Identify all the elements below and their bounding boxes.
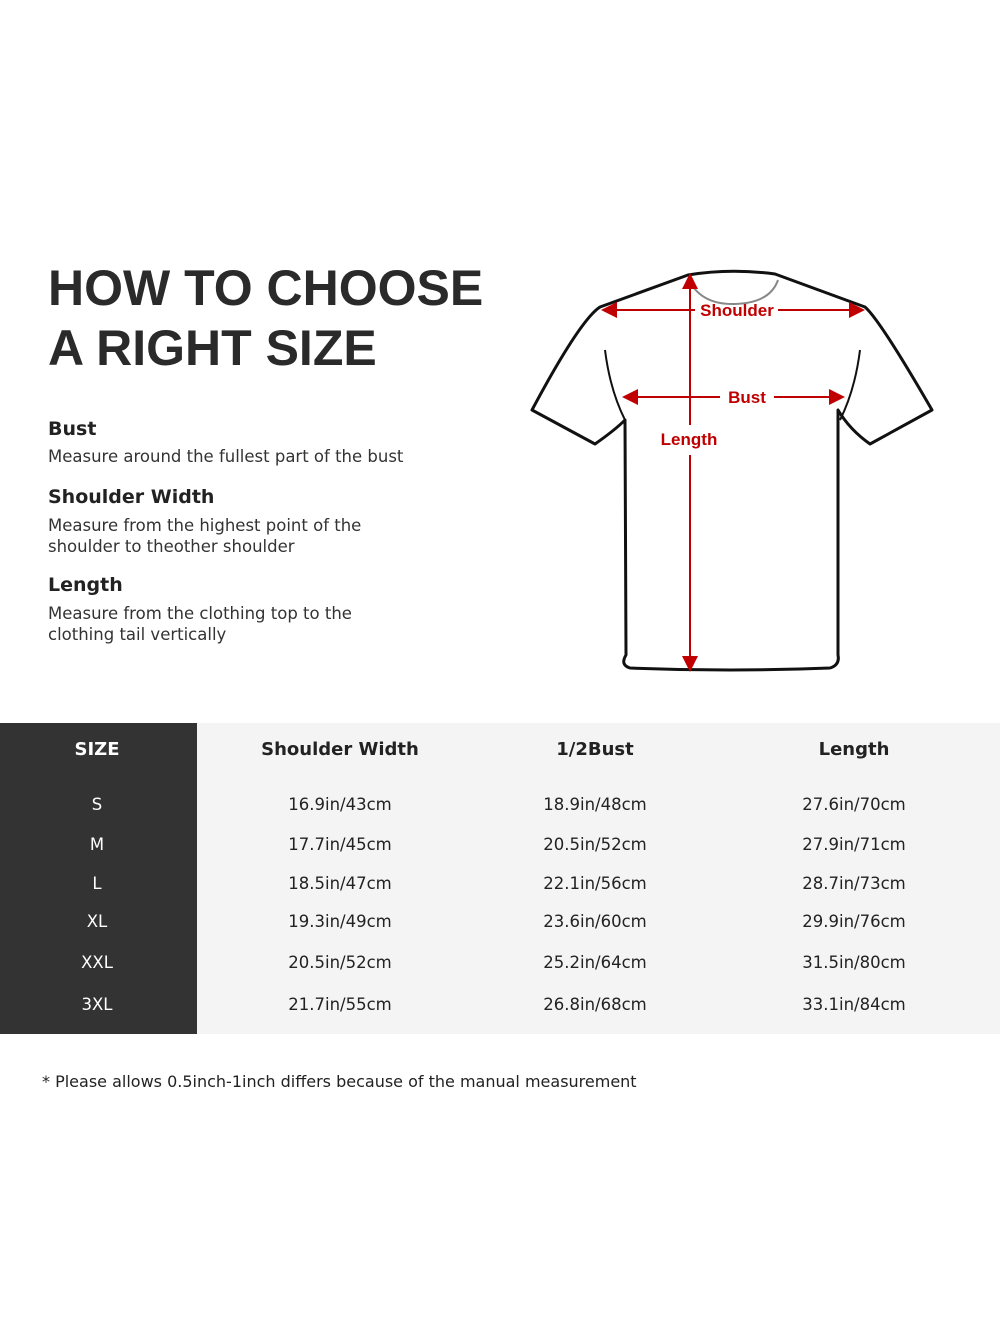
table-cell: 18.9in/48cm (543, 795, 647, 814)
size-table: SIZE Shoulder Width 1/2Bust Length S 16.9in/4… (0, 723, 1000, 1034)
title-line-1: HOW TO CHOOSE (48, 260, 484, 316)
bust-label: Bust (728, 388, 766, 407)
size-column (0, 723, 197, 1034)
size-label: XXL (81, 953, 113, 972)
header-0: SIZE (74, 739, 120, 760)
header-1: Shoulder Width (261, 739, 419, 760)
size-label: M (89, 835, 105, 854)
bust-heading: Bust (48, 418, 97, 440)
size-label: 3XL (81, 995, 113, 1014)
table-cell: 22.1in/56cm (543, 874, 647, 893)
title-line-2: A RIGHT SIZE (48, 320, 377, 376)
size-label: XL (86, 912, 108, 931)
table-cell: 19.3in/49cm (288, 912, 392, 931)
table-cell: 26.8in/68cm (543, 995, 647, 1014)
table-cell: 33.1in/84cm (802, 995, 906, 1014)
length-label: Length (661, 430, 718, 449)
measurement-note: * Please allows 0.5inch-1inch differs be… (42, 1072, 637, 1091)
table-cell: 27.6in/70cm (802, 795, 906, 814)
shoulder-label: Shoulder (700, 301, 774, 320)
size-label: S (91, 795, 103, 814)
tshirt-diagram: Shoulder Bust Length (530, 269, 934, 672)
table-cell: 17.7in/45cm (288, 835, 392, 854)
length-description: Measure from the clothing top to the clo… (48, 604, 352, 644)
shoulder-heading: Shoulder Width (48, 486, 215, 508)
bust-description: Measure around the fullest part of the b… (48, 447, 404, 466)
table-cell: 20.5in/52cm (543, 835, 647, 854)
table-cell: 16.9in/43cm (288, 795, 392, 814)
table-cell: 20.5in/52cm (288, 953, 392, 972)
table-cell: 18.5in/47cm (288, 874, 392, 893)
table-cell: 27.9in/71cm (802, 835, 906, 854)
header-2: 1/2Bust (556, 739, 634, 760)
table-cell: 28.7in/73cm (802, 874, 906, 893)
table-cell: 21.7in/55cm (288, 995, 392, 1014)
table-cell: 25.2in/64cm (543, 953, 647, 972)
size-label: L (92, 874, 102, 893)
table-cell: 31.5in/80cm (802, 953, 906, 972)
header-3: Length (818, 739, 890, 760)
tshirt-outline (530, 269, 934, 672)
table-cell: 29.9in/76cm (802, 912, 906, 931)
table-cell: 23.6in/60cm (543, 912, 647, 931)
page-title: HOW TO CHOOSE A RIGHT SIZE (48, 258, 483, 378)
shoulder-description: Measure from the highest point of the sh… (48, 516, 362, 556)
length-heading: Length (48, 574, 123, 596)
